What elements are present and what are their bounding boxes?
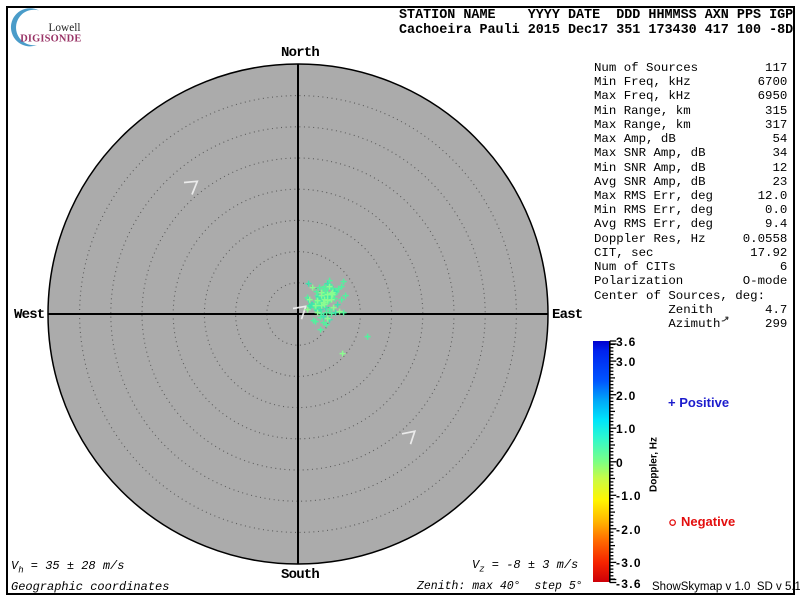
svg-text:Lowell: Lowell bbox=[49, 22, 81, 34]
svg-text:DIGISONDE: DIGISONDE bbox=[20, 33, 81, 44]
